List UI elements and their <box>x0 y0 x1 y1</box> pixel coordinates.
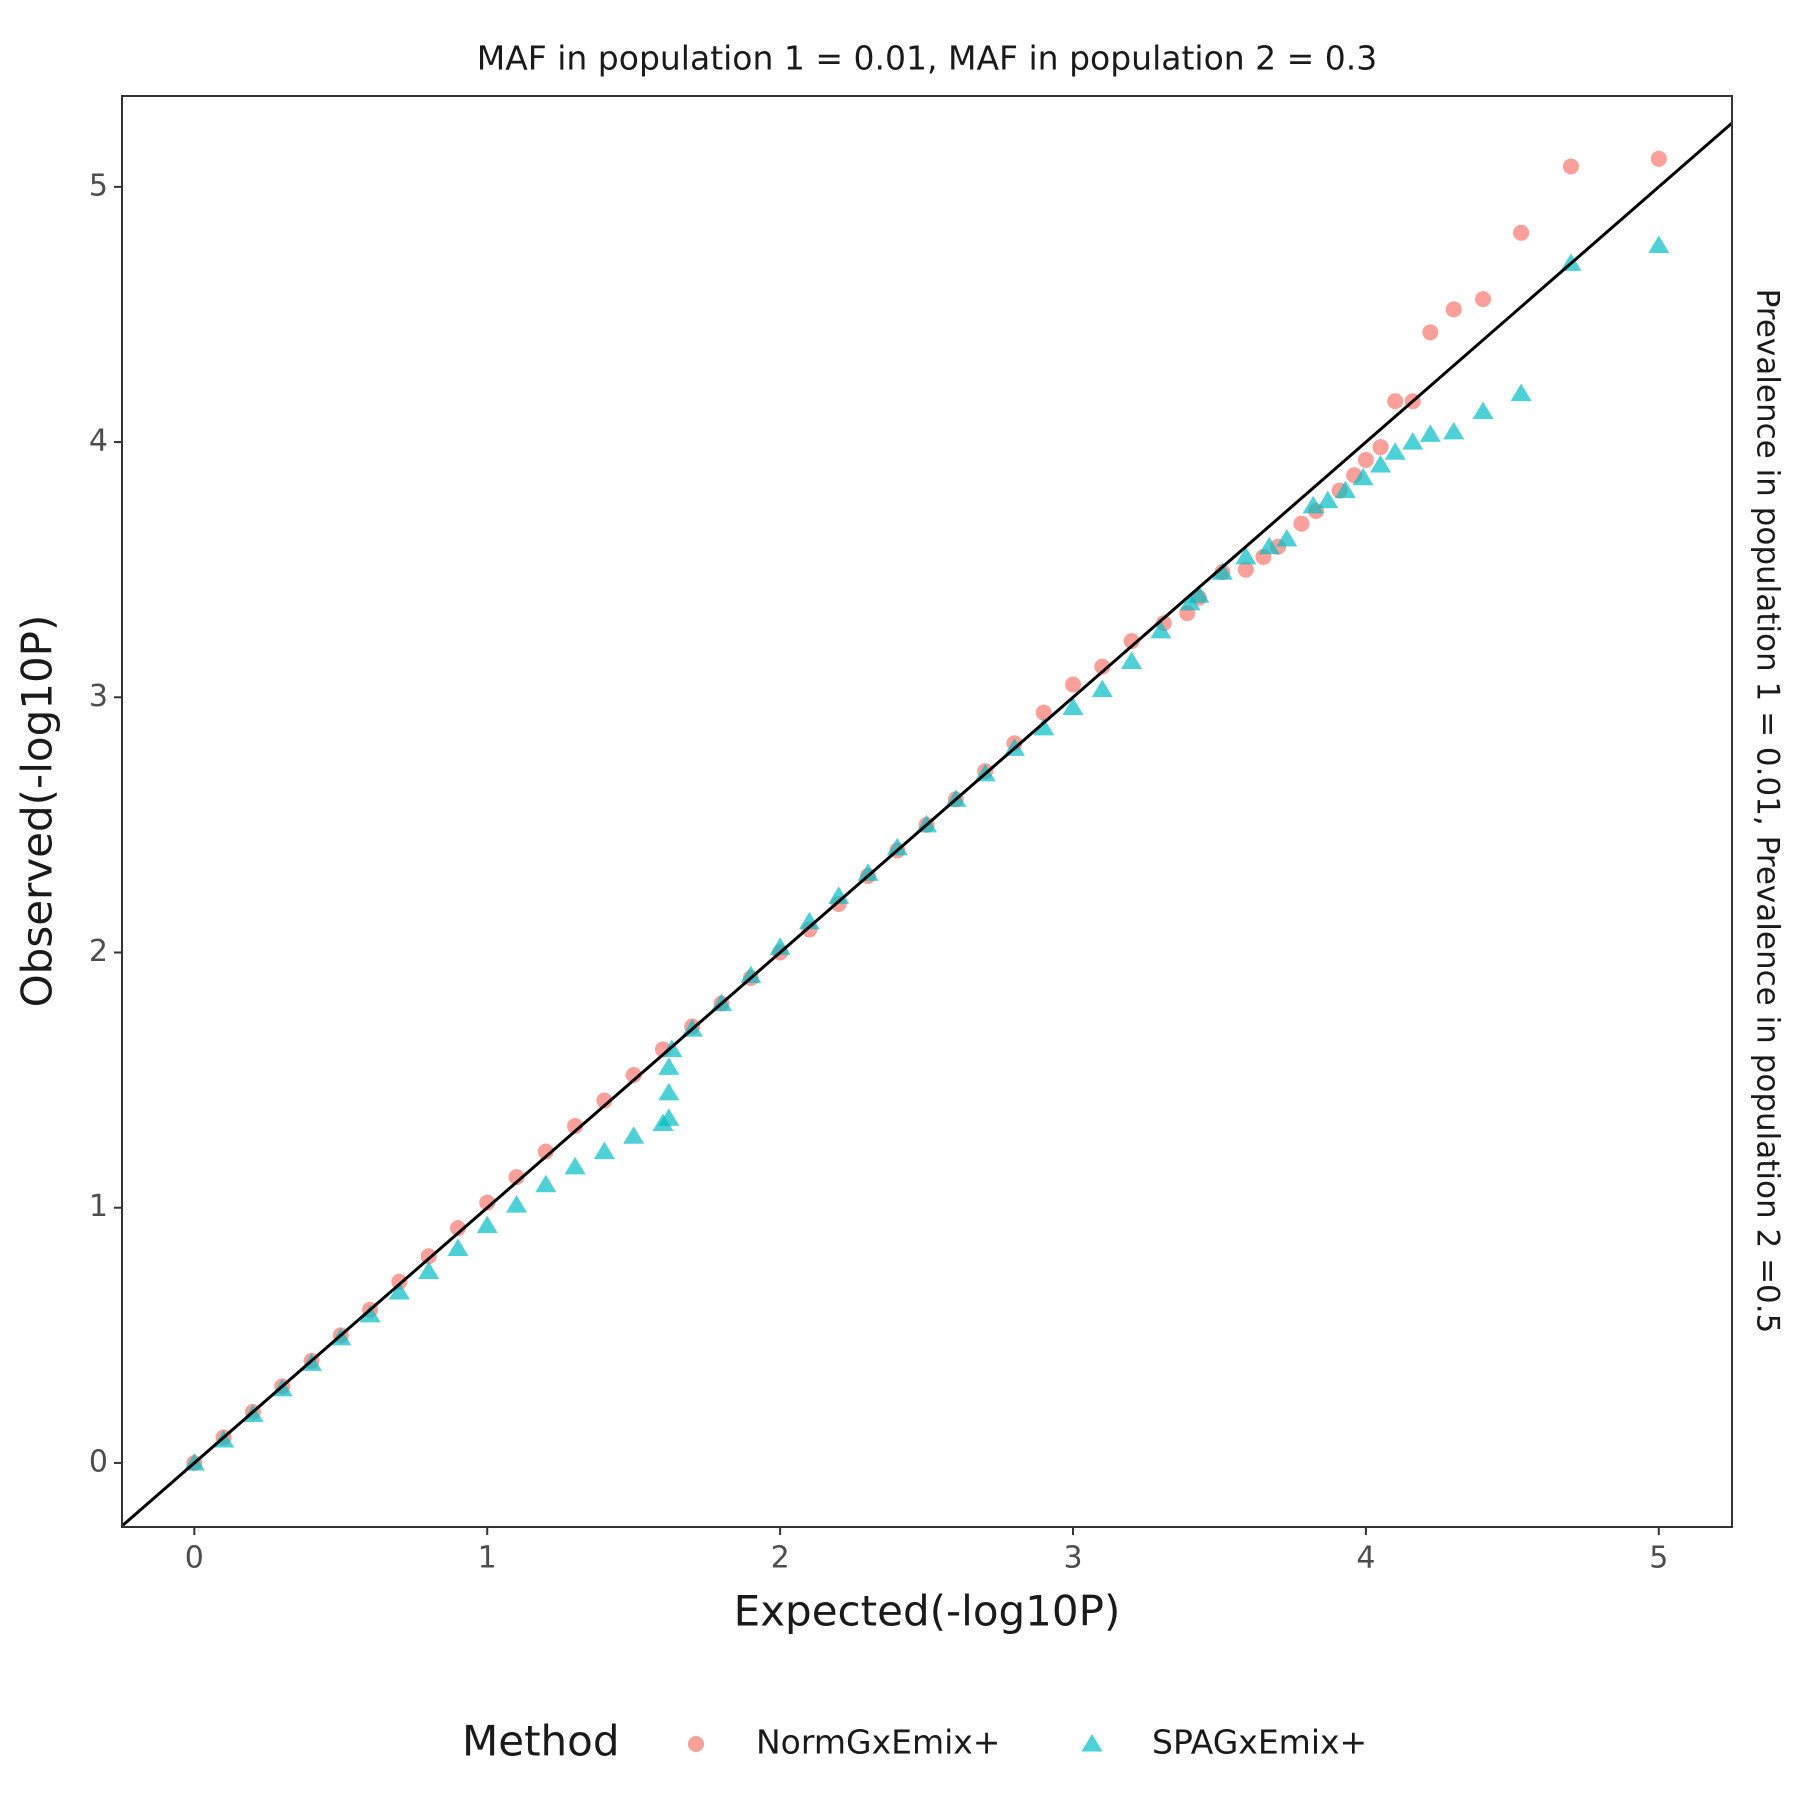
y-tick-label: 0 <box>89 1444 108 1479</box>
point <box>1094 658 1111 675</box>
reference-line <box>122 121 1732 1527</box>
point <box>658 1082 680 1101</box>
point <box>1293 515 1310 532</box>
point <box>1562 158 1579 175</box>
legend-marker <box>688 1736 704 1752</box>
point <box>1065 676 1082 693</box>
point <box>1384 442 1406 460</box>
point <box>1650 150 1667 167</box>
point <box>1121 651 1143 670</box>
point <box>625 1067 642 1084</box>
point <box>1317 490 1339 509</box>
x-tick-label: 4 <box>1356 1541 1375 1576</box>
x-tick-label: 3 <box>1063 1541 1082 1576</box>
point <box>1370 455 1392 473</box>
y-tick-label: 3 <box>89 679 108 714</box>
y-tick-label: 5 <box>89 168 108 203</box>
point <box>596 1092 613 1109</box>
point <box>508 1169 525 1186</box>
point <box>658 1057 680 1075</box>
legend-title: Method <box>462 1717 620 1766</box>
point <box>623 1126 645 1144</box>
y-axis-title: Observed(-log10P) <box>13 615 62 1008</box>
point <box>1258 536 1280 555</box>
point <box>359 1304 381 1323</box>
point <box>1091 679 1113 698</box>
point <box>1235 546 1257 565</box>
point <box>1062 697 1084 715</box>
point <box>447 1238 469 1257</box>
point <box>1422 324 1439 341</box>
point <box>1123 633 1140 650</box>
point <box>1352 467 1374 486</box>
point <box>798 911 820 930</box>
legend-label: SPAGxEmix+ <box>1152 1723 1367 1762</box>
point <box>658 1108 680 1126</box>
point <box>1513 224 1530 241</box>
y-tick-label: 1 <box>89 1189 108 1224</box>
point <box>857 863 879 881</box>
point <box>740 965 762 983</box>
panel-border <box>121 95 1733 1528</box>
legend-marker <box>1081 1734 1103 1752</box>
point <box>1150 620 1172 639</box>
point <box>1035 704 1052 721</box>
point <box>449 1220 466 1237</box>
point <box>391 1273 408 1290</box>
plot-area <box>122 121 1732 1527</box>
legend-label: NormGxEmix+ <box>756 1723 1000 1762</box>
x-tick-label: 5 <box>1649 1541 1668 1576</box>
point <box>593 1141 615 1160</box>
y-tick-label: 4 <box>89 424 108 459</box>
x-tick-label: 1 <box>478 1541 497 1576</box>
point <box>1419 424 1441 442</box>
point <box>1188 585 1210 603</box>
point <box>535 1174 557 1193</box>
point <box>1302 495 1324 514</box>
point <box>564 1156 586 1175</box>
point <box>1334 480 1356 499</box>
point <box>1472 401 1494 419</box>
point <box>1237 561 1254 578</box>
point <box>1445 301 1462 318</box>
point <box>1387 393 1404 410</box>
point <box>1357 451 1374 468</box>
point <box>1033 717 1055 736</box>
point <box>1276 529 1298 547</box>
point <box>1648 235 1670 254</box>
point <box>769 937 791 955</box>
point <box>388 1281 410 1300</box>
x-tick-label: 2 <box>771 1541 790 1576</box>
x-tick-label: 0 <box>185 1541 204 1576</box>
point <box>1402 432 1424 450</box>
point <box>1211 562 1233 580</box>
point <box>1510 383 1532 402</box>
point <box>567 1118 584 1135</box>
y-tick-label: 2 <box>89 934 108 969</box>
point <box>1372 439 1389 456</box>
point <box>886 837 908 856</box>
facet-label: Prevalence in population 1 = 0.01, Preva… <box>1750 289 1786 1334</box>
point <box>1475 291 1492 308</box>
point <box>479 1194 496 1211</box>
point <box>476 1215 498 1234</box>
point <box>420 1248 437 1265</box>
point <box>537 1143 554 1160</box>
chart-title: MAF in population 1 = 0.01, MAF in popul… <box>477 39 1378 78</box>
point <box>828 886 850 904</box>
x-axis-title: Expected(-log10P) <box>734 1587 1121 1636</box>
point <box>418 1261 440 1280</box>
point <box>1443 421 1465 440</box>
point <box>506 1195 528 1213</box>
